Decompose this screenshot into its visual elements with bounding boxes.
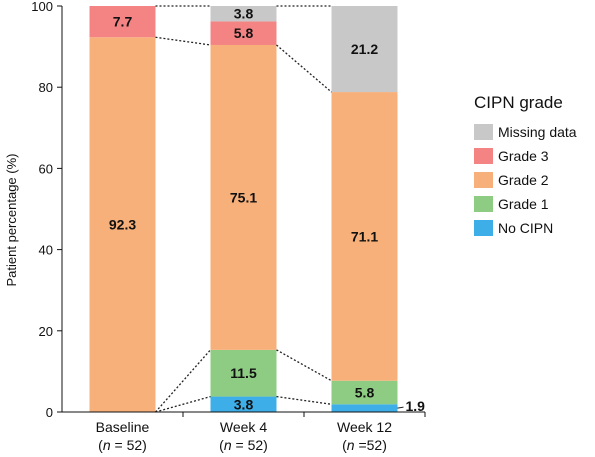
connector-line — [276, 395, 332, 405]
data-label: 5.8 — [355, 385, 375, 401]
legend-label: Grade 2 — [498, 172, 549, 188]
bar-segment — [210, 6, 277, 22]
y-tick-label: 100 — [31, 0, 53, 14]
plot-area: 92.3 7.7 3.8 11.5 75.1 5.8 3.8 1.9 5.8 71.1 21.2 0 2… — [31, 0, 426, 453]
bar-segment — [331, 380, 398, 405]
connector-line — [155, 349, 211, 413]
y-axis-label: Patient percentage (%) — [4, 154, 19, 287]
bar-segment — [89, 6, 156, 38]
x-tick-label: Week 4 — [220, 419, 267, 435]
legend-title: CIPN grade — [474, 93, 563, 112]
legend-label: Grade 3 — [498, 148, 549, 164]
data-label: 21.2 — [351, 41, 378, 57]
data-label: 1.9 — [406, 398, 426, 414]
data-label: 75.1 — [230, 189, 257, 205]
data-label: 3.8 — [234, 396, 254, 412]
data-label: 71.1 — [351, 228, 378, 244]
bar-segment — [89, 37, 156, 413]
x-tick-label: Week 12 — [337, 419, 392, 435]
connector-line — [155, 395, 211, 413]
legend-label: Missing data — [498, 124, 577, 140]
bar-segment — [210, 21, 277, 45]
y-tick-label: 40 — [39, 243, 53, 258]
legend-swatch — [474, 172, 493, 188]
legend-label: No CIPN — [498, 220, 553, 236]
legend-swatch — [474, 220, 493, 236]
y-tick-label: 0 — [46, 405, 53, 420]
x-tick-label: Baseline — [96, 419, 150, 435]
bar-segment — [331, 404, 398, 412]
legend-swatch — [474, 124, 493, 140]
legend-label: Grade 1 — [498, 196, 549, 212]
data-label: 3.8 — [234, 6, 254, 22]
x-tick-sublabel: (n =52) — [342, 437, 387, 453]
data-label: 11.5 — [230, 365, 257, 381]
connector-line — [276, 349, 332, 382]
y-tick-label: 60 — [39, 161, 53, 176]
y-tick-label: 80 — [39, 80, 53, 95]
data-label: 7.7 — [113, 14, 133, 30]
x-tick-sublabel: (n = 52) — [98, 437, 147, 453]
bar-segment — [210, 44, 277, 350]
bar-segment — [210, 349, 277, 397]
connector-line — [155, 36, 211, 46]
connector-line — [276, 44, 332, 93]
data-label: 92.3 — [109, 217, 136, 233]
x-tick-sublabel: (n = 52) — [219, 437, 268, 453]
bar-segment — [210, 396, 277, 412]
bar-segment — [331, 6, 398, 93]
bar-segment — [331, 92, 398, 381]
legend: CIPN grade Missing data Grade 3 Grade 2 Gra… — [474, 93, 577, 236]
label-leader-line — [397, 406, 404, 409]
data-label: 5.8 — [234, 25, 254, 41]
legend-swatch — [474, 196, 493, 212]
y-tick-label: 20 — [39, 324, 53, 339]
legend-swatch — [474, 148, 493, 164]
